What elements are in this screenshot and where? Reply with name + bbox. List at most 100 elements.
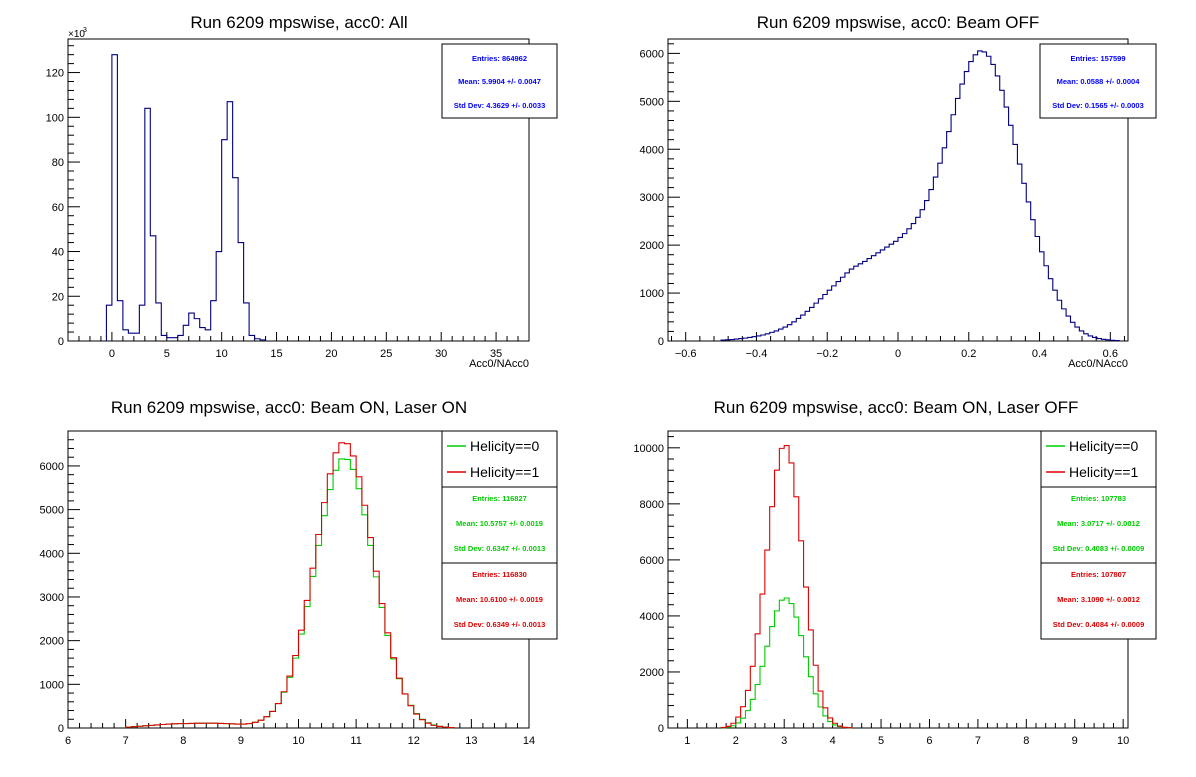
- y-tick-label: 20: [52, 291, 64, 303]
- stats-std-dev: Std Dev: 0.6349 +/- 0.0013: [454, 620, 546, 629]
- stats-entries: Entries: 107783: [1071, 494, 1126, 503]
- stats-mean: Mean: 3.1090 +/- 0.0012: [1057, 595, 1140, 604]
- chart-panel-1: Run 6209 mpswise, acc0: All0204060801001…: [46, 13, 558, 370]
- y-tick-label: 4000: [640, 611, 664, 623]
- x-tick-label: 7: [123, 735, 129, 747]
- legend-box: [1040, 430, 1157, 488]
- stats-box: [441, 43, 558, 119]
- legend-entry-label: Helicity==0: [1069, 438, 1138, 454]
- x-tick-label: 15: [270, 348, 282, 360]
- x-tick-label: 8: [1023, 735, 1029, 747]
- stats-mean: Mean: 3.0717 +/- 0.0012: [1057, 519, 1140, 528]
- legend-entry-label: Helicity==1: [470, 464, 539, 480]
- stats-std-dev: Std Dev: 0.4084 +/- 0.0009: [1053, 620, 1145, 629]
- chart-panel-3: Run 6209 mpswise, acc0: Beam ON, Laser O…: [40, 398, 558, 747]
- x-tick-label: 9: [238, 735, 244, 747]
- y-tick-label: 3000: [40, 592, 64, 604]
- x-tick-label: 10: [292, 735, 304, 747]
- y-tick-label: 2000: [640, 240, 664, 252]
- chart-title: Run 6209 mpswise, acc0: Beam OFF: [757, 13, 1040, 32]
- x-tick-label: 35: [490, 348, 502, 360]
- x-tick-label: 5: [878, 735, 884, 747]
- y-tick-label: 0: [58, 336, 64, 348]
- stats-mean: Mean: 0.0588 +/- 0.0004: [1057, 77, 1141, 86]
- y-tick-label: 0: [658, 336, 664, 348]
- x-tick-label: 0.6: [1103, 348, 1118, 360]
- stats-entries: Entries: 157599: [1070, 54, 1125, 63]
- y-tick-label: 1000: [40, 679, 64, 691]
- y-tick-label: 2000: [40, 636, 64, 648]
- stats-box: [1040, 562, 1157, 640]
- x-tick-label: 11: [350, 735, 361, 747]
- chart-title: Run 6209 mpswise, acc0: All: [190, 13, 407, 32]
- stats-box: [1039, 43, 1157, 119]
- x-tick-label: 6: [65, 735, 71, 747]
- histogram-series-1: [105, 54, 267, 341]
- y-tick-label: 3000: [640, 192, 664, 204]
- x-tick-label: 10: [216, 348, 228, 360]
- y-tick-label: 2000: [640, 667, 664, 679]
- histogram-series-2: [720, 445, 853, 729]
- y-tick-label: 1000: [640, 288, 664, 300]
- y-tick-label: 6000: [640, 555, 664, 567]
- y-tick-label: 6000: [40, 461, 64, 473]
- stats-std-dev: Std Dev: 0.6347 +/- 0.0013: [454, 544, 546, 553]
- y-tick-label: 8000: [640, 499, 664, 511]
- y-tick-label: 40: [52, 247, 64, 259]
- stats-mean: Mean: 5.9904 +/- 0.0047: [458, 77, 541, 86]
- y-tick-label: 10000: [633, 443, 664, 455]
- stats-std-dev: Std Dev: 0.4083 +/- 0.0009: [1053, 544, 1145, 553]
- legend-entry-label: Helicity==0: [470, 438, 539, 454]
- y-exponent-label: ×10: [68, 29, 85, 40]
- chart-panel-2: Run 6209 mpswise, acc0: Beam OFF 0 1000 200…: [640, 13, 1157, 370]
- histogram-series-1: [125, 458, 455, 729]
- x-tick-label: 25: [380, 348, 392, 360]
- stats-box: [1040, 486, 1157, 564]
- y-tick-label: 4000: [40, 548, 64, 560]
- y-tick-label: 0: [658, 723, 664, 735]
- stats-std-dev: Std Dev: 0.1565 +/- 0.0003: [1052, 101, 1144, 110]
- histogram-series-1: [720, 50, 1120, 342]
- stats-mean: Mean: 10.6100 +/- 0.0019: [456, 595, 543, 604]
- x-tick-label: 14: [523, 735, 535, 747]
- stats-entries: Entries: 107807: [1071, 570, 1126, 579]
- stats-entries: Entries: 116830: [472, 570, 527, 579]
- chart-title: Run 6209 mpswise, acc0: Beam ON, Laser O…: [111, 398, 467, 417]
- y-tick-label: 0: [58, 723, 64, 735]
- x-tick-label: 8: [180, 735, 186, 747]
- chart-title: Run 6209 mpswise, acc0: Beam ON, Laser O…: [714, 398, 1079, 417]
- x-tick-label: 0.4: [1032, 348, 1047, 360]
- x-tick-label: −0.2: [816, 348, 838, 360]
- x-tick-label: −0.4: [746, 348, 768, 360]
- stats-mean: Mean: 10.5757 +/- 0.0019: [456, 519, 543, 528]
- x-tick-label: 0: [109, 348, 115, 360]
- y-tick-label: 5000: [40, 505, 64, 517]
- y-tick-label: 100: [46, 112, 64, 124]
- x-tick-label: 30: [435, 348, 447, 360]
- x-tick-label: 0.2: [961, 348, 976, 360]
- y-tick-label: 80: [52, 157, 64, 169]
- x-axis-label: Acc0/NAcc0: [469, 358, 529, 370]
- stats-entries: Entries: 864962: [472, 54, 527, 63]
- y-tick-label: 120: [46, 68, 64, 80]
- y-tick-label: 4000: [640, 144, 664, 156]
- y-exponent-power: 3: [83, 27, 87, 34]
- x-tick-label: 2: [733, 735, 739, 747]
- legend-entry-label: Helicity==1: [1069, 464, 1138, 480]
- x-tick-label: 10: [1117, 735, 1129, 747]
- x-tick-label: 5: [164, 348, 170, 360]
- x-tick-label: 3: [781, 735, 787, 747]
- x-tick-label: 20: [325, 348, 337, 360]
- y-tick-label: 60: [52, 202, 64, 214]
- x-tick-label: 0: [895, 348, 901, 360]
- stats-box: [441, 562, 558, 640]
- x-tick-label: 7: [975, 735, 981, 747]
- x-tick-label: 4: [830, 735, 836, 747]
- legend-box: [441, 430, 558, 488]
- x-tick-label: 6: [926, 735, 932, 747]
- x-axis-label: Acc0/NAcc0: [1068, 358, 1128, 370]
- histogram-series-2: [125, 442, 455, 729]
- chart-panel-4: Run 6209 mpswise, acc0: Beam ON, Laser O…: [633, 398, 1157, 747]
- histogram-series-1: [720, 597, 853, 729]
